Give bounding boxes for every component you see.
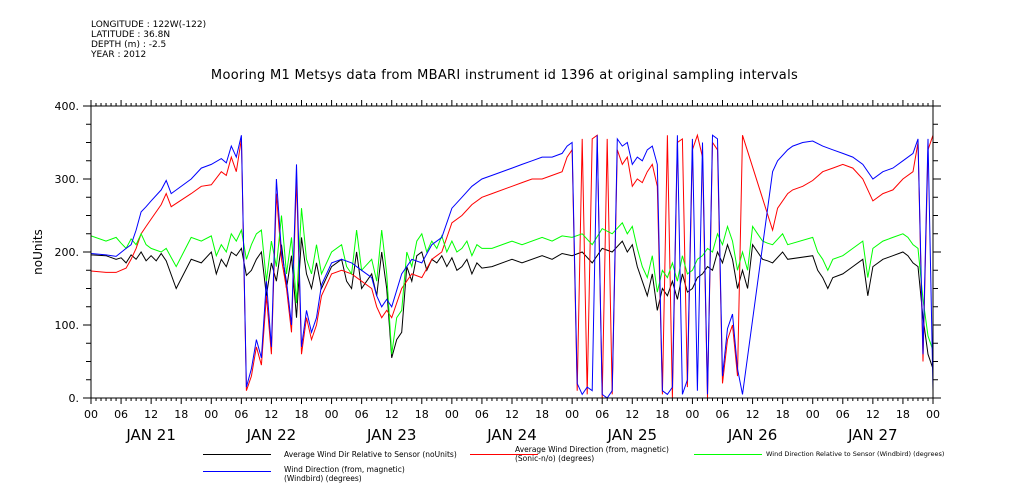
x-tick-label: 18: [655, 408, 669, 421]
x-tick-label: 12: [746, 408, 760, 421]
series-line-0: [91, 237, 933, 369]
x-tick-label: 18: [896, 408, 910, 421]
y-tick-label: 100.: [55, 319, 80, 332]
x-day-label: JAN 23: [366, 426, 417, 444]
x-tick-label: 12: [385, 408, 399, 421]
x-tick-label: 00: [565, 408, 579, 421]
x-tick-label: 12: [625, 408, 639, 421]
x-tick-label: 06: [234, 408, 248, 421]
x-day-label: JAN 27: [847, 426, 898, 444]
x-tick-label: 06: [836, 408, 850, 421]
x-tick-label: 18: [535, 408, 549, 421]
y-tick-label: 400.: [55, 100, 80, 113]
x-tick-label: 06: [114, 408, 128, 421]
latitude-label: LATITUDE : 36.8N: [91, 30, 171, 40]
x-tick-label: 06: [716, 408, 730, 421]
x-day-label: JAN 24: [486, 426, 537, 444]
x-tick-label: 18: [295, 408, 309, 421]
y-tick-label: 0.: [69, 392, 80, 405]
x-tick-label: 00: [926, 408, 940, 421]
metadata-block: LONGITUDE : 122W(-122) LATITUDE : 36.8N …: [91, 20, 206, 60]
y-tick-label: 200.: [55, 246, 80, 259]
x-tick-label: 12: [144, 408, 158, 421]
x-tick-label: 12: [264, 408, 278, 421]
x-day-label: JAN 26: [727, 426, 778, 444]
x-tick-label: 00: [685, 408, 699, 421]
chart-title: Mooring M1 Metsys data from MBARI instru…: [210, 68, 799, 83]
plot-frame: [90, 105, 934, 399]
x-day-label: JAN 21: [125, 426, 176, 444]
x-tick-label: 12: [505, 408, 519, 421]
series-line-3: [91, 134, 933, 398]
series-line-2: [91, 208, 933, 355]
longitude-label: LONGITUDE : 122W(-122): [91, 20, 207, 30]
x-tick-label: 12: [866, 408, 880, 421]
series-line-1: [91, 133, 933, 398]
depth-label: DEPTH (m) : -2.5: [91, 40, 167, 50]
x-tick-label: 06: [595, 408, 609, 421]
x-tick-label: 00: [445, 408, 459, 421]
x-tick-label: 00: [806, 408, 820, 421]
year-label: YEAR : 2012: [91, 50, 147, 60]
x-tick-label: 00: [204, 408, 218, 421]
x-tick-label: 18: [415, 408, 429, 421]
x-tick-label: 18: [776, 408, 790, 421]
x-tick-label: 06: [475, 408, 489, 421]
x-day-label: JAN 22: [246, 426, 297, 444]
x-tick-label: 06: [355, 408, 369, 421]
y-axis-label: noUnits: [31, 229, 45, 275]
x-tick-label: 00: [325, 408, 339, 421]
x-day-label: JAN 25: [607, 426, 658, 444]
y-tick-label: 300.: [55, 173, 80, 186]
x-tick-label: 00: [84, 408, 98, 421]
x-tick-label: 18: [174, 408, 188, 421]
